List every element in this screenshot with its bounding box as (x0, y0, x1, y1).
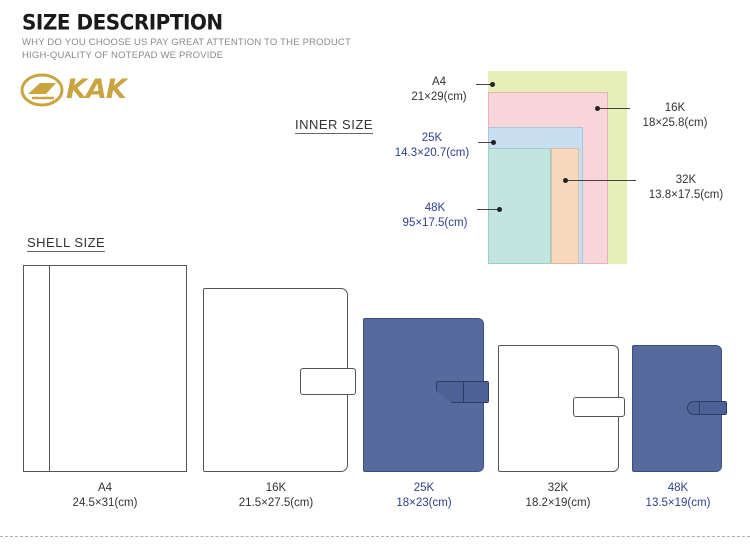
shell-a4-spine (24, 266, 50, 471)
inner-16k-dot (595, 106, 600, 111)
paper-48k (488, 148, 551, 264)
inner-25k-dot (491, 140, 496, 145)
shell-16k-label: 16K 21.5×27.5(cm) (238, 482, 314, 509)
inner-size-heading: INNER SIZE (295, 117, 373, 134)
bottom-divider (0, 536, 750, 537)
shell-32k-label: 32K 18.2×19(cm) (525, 482, 591, 509)
shell-48k-notebook (632, 345, 722, 472)
inner-32k-pointer (566, 180, 636, 181)
shell-48k-clasp-line (699, 401, 700, 415)
shell-16k-clasp (300, 368, 356, 395)
shell-32k-clasp (573, 397, 625, 417)
inner-48k-dot (497, 207, 502, 212)
shell-a4-label: A4 24.5×31(cm) (72, 482, 138, 509)
logo-wordmark: KAK (66, 74, 127, 105)
inner-16k-pointer (598, 108, 630, 109)
inner-32k-label: 32K 13.8×17.5(cm) (648, 174, 724, 201)
shell-25k-clasp-line (463, 381, 464, 403)
inner-a4-pointer (476, 84, 492, 85)
subtitle-line-1: WHY DO YOU CHOOSE US PAY GREAT ATTENTION… (22, 37, 351, 48)
inner-48k-label: 48K 95×17.5(cm) (402, 202, 468, 229)
inner-16k-label: 16K 18×25.8(cm) (642, 102, 708, 129)
paper-32k (551, 148, 579, 264)
subtitle-line-2: HIGH-QUALITY OF NOTEPAD WE PROVIDE (22, 50, 224, 61)
inner-25k-pointer (478, 142, 493, 143)
kak-logo-icon (20, 73, 64, 107)
shell-size-heading: SHELL SIZE (27, 235, 106, 252)
inner-48k-pointer (477, 209, 499, 210)
page-title: SIZE DESCRIPTION (22, 9, 223, 35)
inner-a4-label: A4 21×29(cm) (411, 76, 467, 103)
shell-25k-label: 25K 18×23(cm) (396, 482, 452, 509)
inner-a4-dot (490, 82, 495, 87)
inner-25k-label: 25K 14.3×20.7(cm) (394, 132, 470, 159)
shell-a4-notebook (23, 265, 187, 472)
shell-48k-label: 48K 13.5×19(cm) (645, 482, 711, 509)
shell-48k-clasp (687, 401, 727, 415)
inner-32k-dot (563, 178, 568, 183)
